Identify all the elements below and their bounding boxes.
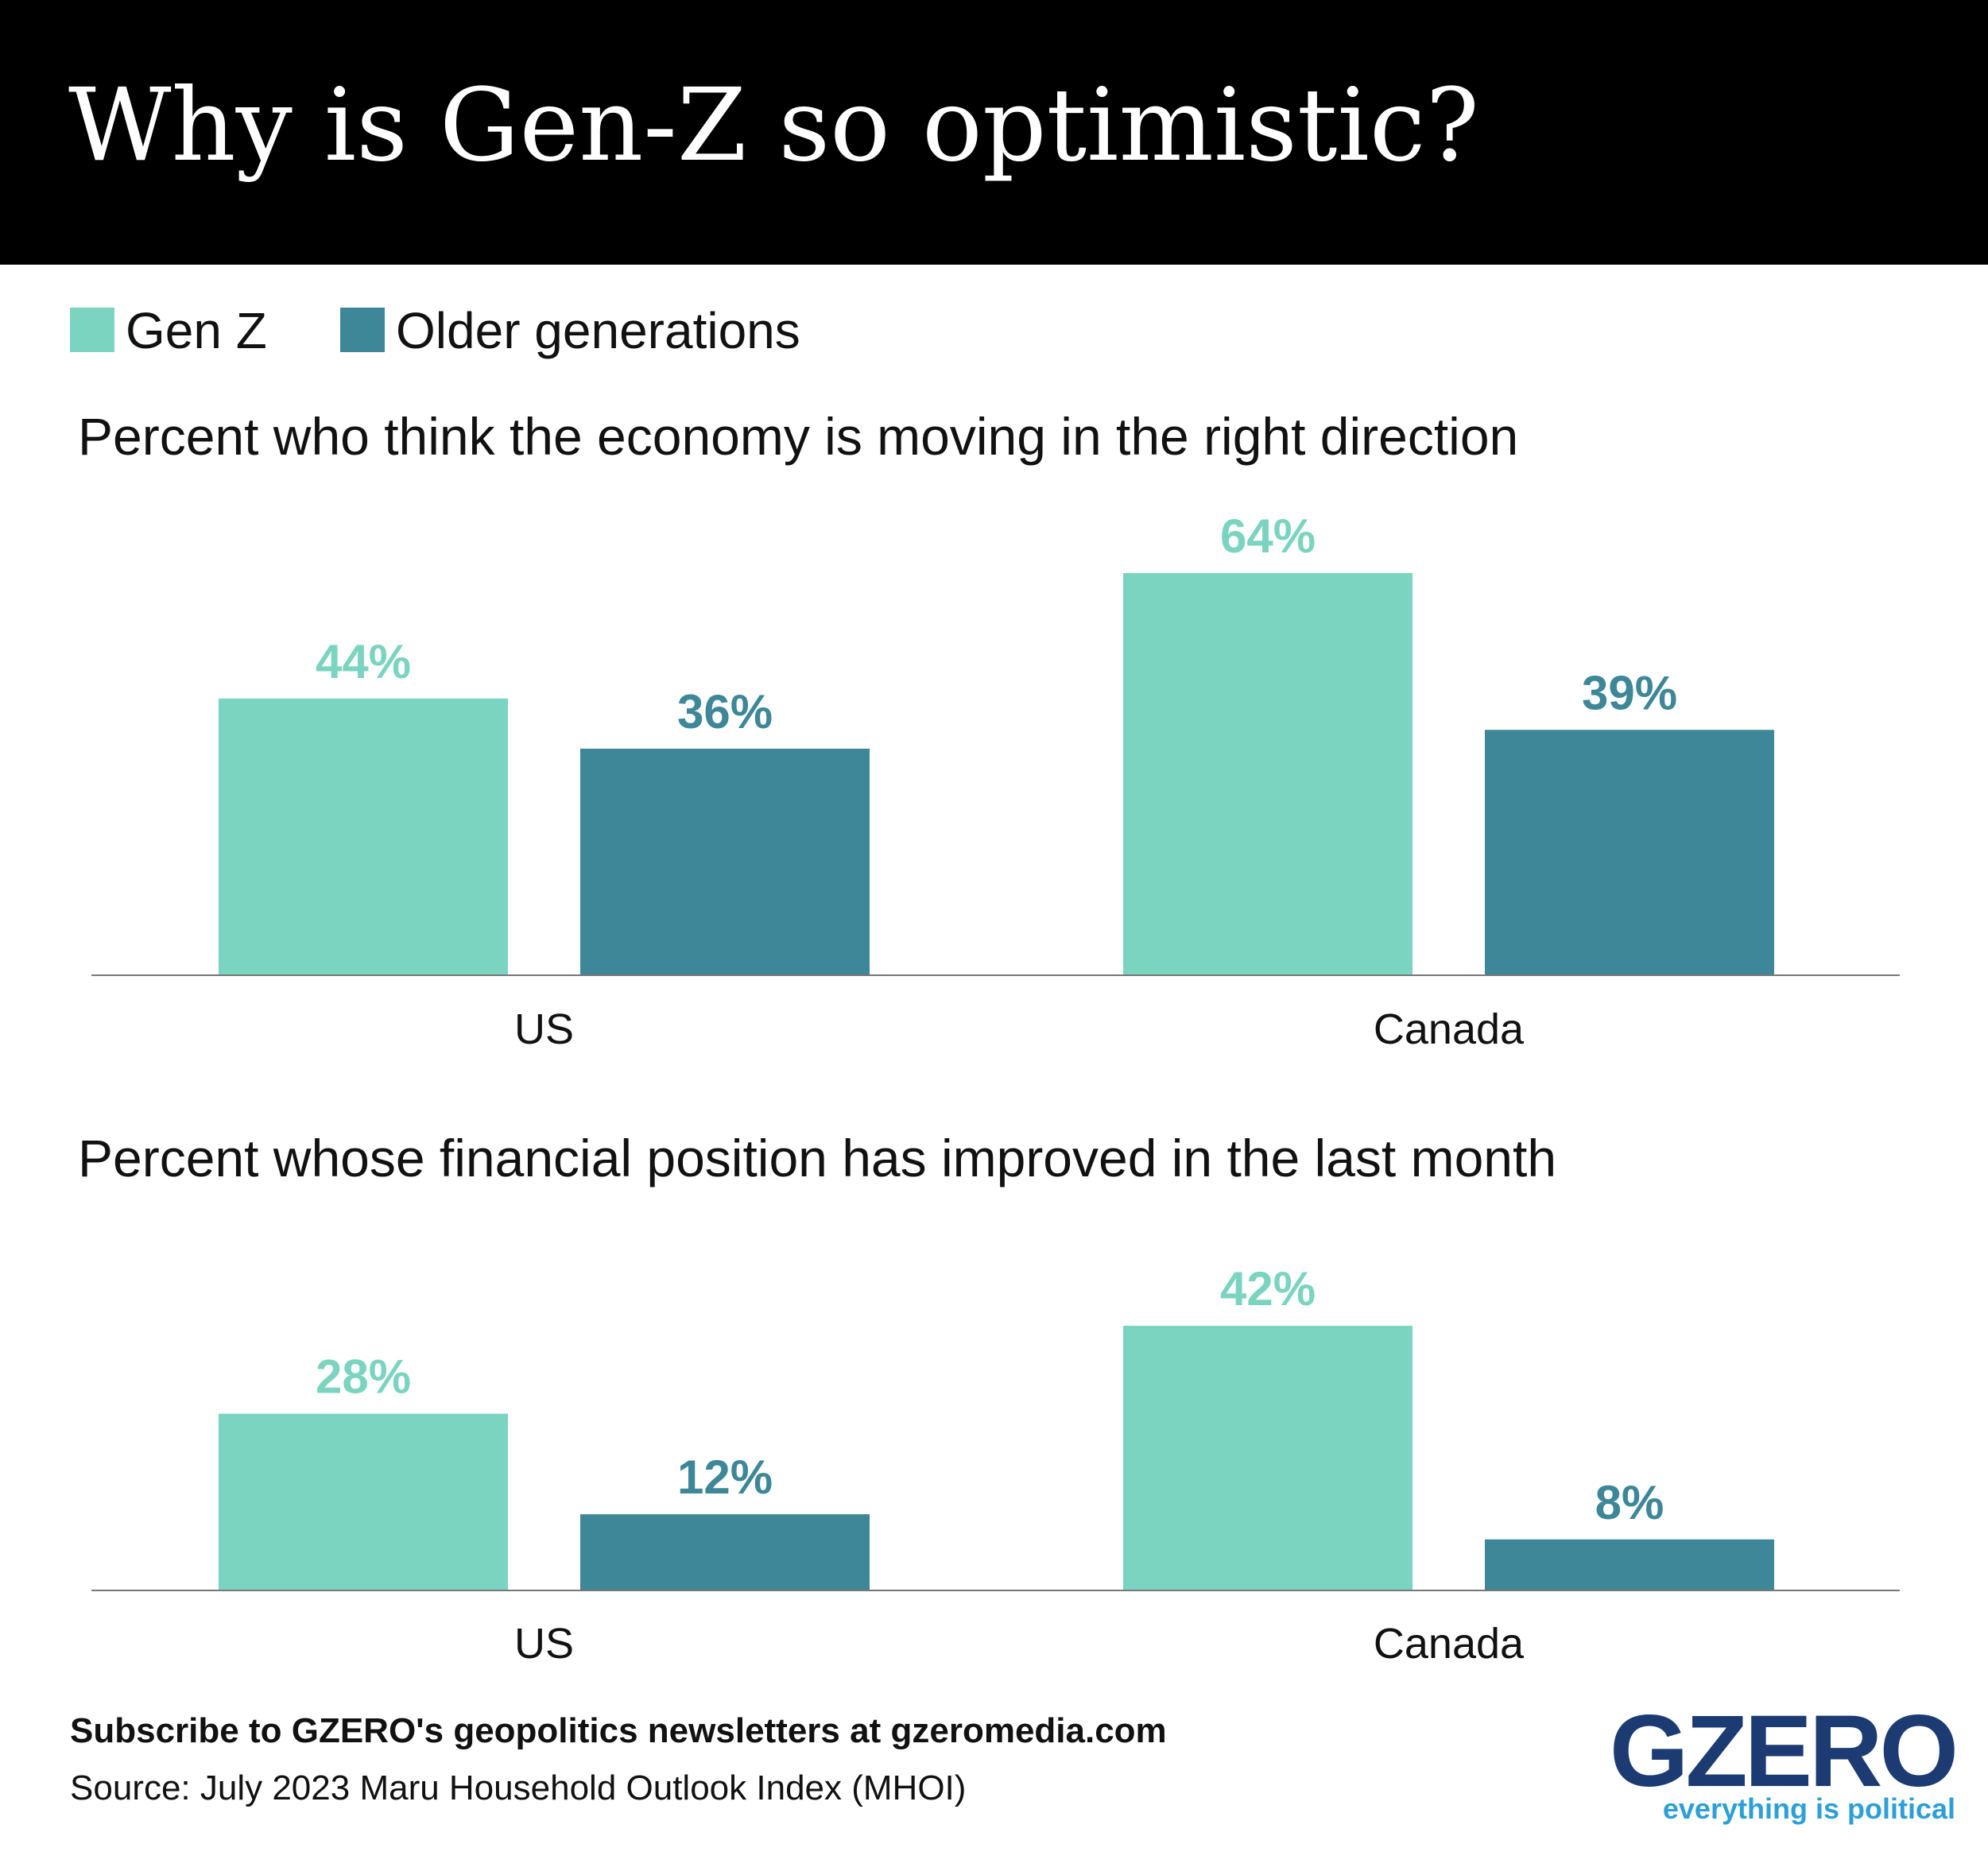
- subscribe-text: Subscribe to GZERO's geopolitics newslet…: [70, 1711, 1167, 1750]
- legend-label-gen-z: Gen Z: [126, 302, 267, 359]
- bar-canada-gen-z: [1123, 573, 1413, 974]
- bar-canada-gen-z: [1123, 1326, 1413, 1590]
- data-label-us-gen-z: 44%: [316, 635, 411, 688]
- chart-title-financial-position: Percent whose financial position has imp…: [78, 1129, 1557, 1187]
- bar-us-older-generations: [580, 748, 870, 974]
- bar-canada-older-generations: [1485, 1539, 1774, 1590]
- category-label-canada: Canada: [1374, 1005, 1525, 1053]
- data-label-canada-older-generations: 39%: [1582, 666, 1677, 719]
- logo-tagline: everything is political: [1662, 1792, 1955, 1825]
- category-label-us: US: [514, 1620, 574, 1661]
- bar-canada-older-generations: [1485, 730, 1774, 974]
- data-label-us-gen-z: 28%: [316, 1350, 411, 1404]
- category-label-us: US: [514, 1005, 574, 1053]
- gzero-logo: GZERO everything is political: [1610, 1701, 1959, 1836]
- data-label-canada-gen-z: 64%: [1220, 509, 1316, 563]
- bar-us-gen-z: [219, 698, 508, 974]
- header-banner: Why is Gen-Z so optimistic?: [0, 0, 1988, 265]
- legend-swatch-older-generations: [340, 308, 385, 352]
- legend-label-older-generations: Older generations: [396, 302, 800, 359]
- logo-name: GZERO: [1609, 1695, 1959, 1808]
- data-label-canada-gen-z: 42%: [1220, 1262, 1316, 1315]
- category-label-canada: Canada: [1374, 1620, 1525, 1661]
- legend-swatch-gen-z: [70, 308, 114, 352]
- data-label-canada-older-generations: 8%: [1595, 1476, 1664, 1529]
- source-text: Source: July 2023 Maru Household Outlook…: [70, 1768, 967, 1807]
- page-title: Why is Gen-Z so optimistic?: [68, 67, 1479, 184]
- chart-title-economy: Percent who think the economy is moving …: [78, 407, 1519, 466]
- data-label-us-older-generations: 36%: [677, 685, 773, 738]
- chart-financial-position: 28% 12% US 42% 8% Canada: [91, 1262, 1900, 1661]
- bar-us-older-generations: [580, 1514, 870, 1590]
- data-label-us-older-generations: 12%: [677, 1451, 773, 1504]
- bar-us-gen-z: [219, 1413, 508, 1590]
- chart-economy: 44% 36% US 64% 39% Canada: [91, 509, 1900, 1053]
